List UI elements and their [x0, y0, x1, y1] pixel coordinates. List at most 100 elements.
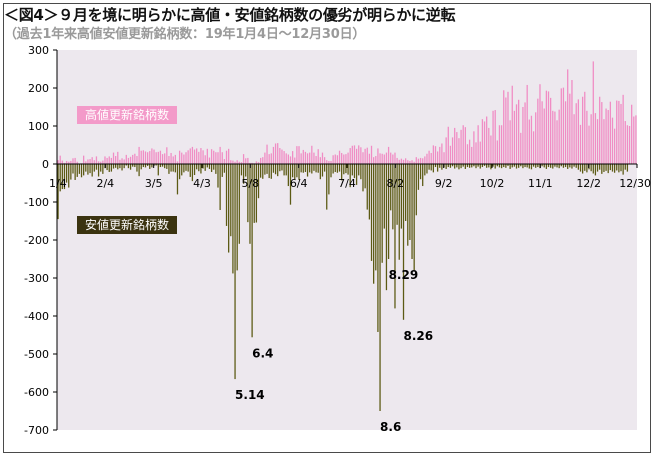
high-bar: [236, 160, 238, 164]
high-bar: [603, 119, 605, 164]
high-bar: [366, 147, 368, 164]
high-bar: [247, 157, 249, 164]
high-bar: [618, 100, 620, 164]
high-bar: [545, 90, 548, 164]
low-bar: [494, 164, 496, 169]
high-bar: [85, 161, 87, 164]
low-bar: [579, 164, 582, 172]
high-bar: [134, 153, 136, 164]
x-tick-label: 8/2: [386, 177, 404, 190]
low-bar: [407, 164, 409, 246]
high-bar: [430, 152, 432, 164]
high-bar: [61, 160, 63, 164]
low-bar: [515, 164, 518, 169]
high-bar: [289, 156, 292, 164]
high-bar: [428, 150, 430, 164]
low-bar: [355, 164, 358, 185]
high-bar: [417, 158, 420, 164]
low-bar: [473, 164, 475, 167]
low-bar: [283, 164, 285, 176]
low-bar: [89, 164, 91, 174]
high-bar: [272, 146, 275, 164]
high-bar: [616, 100, 618, 164]
low-bar: [552, 164, 554, 169]
low-bar: [309, 164, 311, 173]
low-bar: [236, 164, 238, 271]
low-bar: [249, 164, 251, 244]
high-bar: [349, 148, 351, 164]
low-bar: [462, 164, 464, 167]
high-bar: [556, 120, 558, 164]
low-bar: [260, 164, 262, 178]
low-bar: [319, 164, 321, 180]
high-bar: [168, 156, 170, 164]
high-bar: [208, 157, 211, 164]
low-bar: [315, 164, 317, 173]
high-bar: [581, 96, 584, 164]
low-bar: [601, 164, 603, 174]
high-bar: [466, 144, 469, 164]
low-bar: [172, 164, 174, 172]
high-bar: [511, 85, 513, 164]
low-bar: [458, 164, 460, 170]
high-bar: [215, 152, 217, 164]
low-bar: [97, 164, 100, 177]
low-bar: [136, 164, 138, 172]
low-bar: [558, 164, 560, 169]
high-bar: [398, 159, 400, 164]
high-bar: [443, 152, 445, 164]
high-bar: [330, 160, 332, 164]
high-bar: [257, 162, 260, 164]
low-bar: [498, 164, 501, 168]
low-bar: [170, 164, 172, 172]
low-bar: [464, 164, 466, 169]
low-bar: [567, 164, 569, 169]
high-bar: [181, 152, 183, 164]
low-bar: [424, 164, 426, 176]
low-bar: [134, 164, 136, 168]
x-tick-label: 10/2: [480, 177, 505, 190]
low-bar: [253, 164, 255, 223]
low-bar: [206, 164, 208, 168]
low-bar: [503, 164, 505, 168]
high-bar: [204, 155, 206, 164]
low-bar: [74, 164, 76, 180]
high-bar: [524, 102, 526, 164]
x-tick-label: 6/4: [290, 177, 308, 190]
low-bar: [262, 164, 264, 179]
high-bar: [496, 140, 498, 164]
high-bar: [238, 161, 240, 164]
y-tick-label: -600: [24, 386, 49, 399]
low-bar: [257, 164, 260, 199]
high-bar: [375, 156, 377, 164]
high-bar: [245, 158, 247, 164]
high-bar: [477, 125, 479, 164]
high-bar: [108, 156, 110, 164]
high-bar: [142, 150, 144, 164]
low-bar: [586, 164, 588, 173]
low-bar: [223, 164, 226, 173]
low-bar: [385, 164, 388, 291]
high-bar: [494, 110, 496, 164]
high-bar: [202, 150, 204, 164]
low-bar: [460, 164, 462, 169]
low-bar: [573, 164, 575, 167]
y-tick-label: 200: [28, 82, 49, 95]
low-bar: [624, 164, 626, 170]
low-bar: [338, 164, 341, 172]
high-bar: [584, 91, 586, 164]
low-bar: [605, 164, 607, 171]
low-bar: [451, 164, 454, 167]
high-bar: [112, 152, 115, 164]
high-bar: [234, 161, 236, 164]
low-bar: [364, 164, 366, 189]
high-bar: [262, 157, 264, 164]
low-bar: [616, 164, 618, 171]
high-bar: [620, 103, 622, 164]
low-bar: [483, 164, 486, 166]
high-bar: [115, 156, 117, 164]
low-bar: [413, 164, 415, 271]
low-bar: [68, 164, 70, 188]
high-bar: [315, 156, 317, 164]
low-bar: [518, 164, 520, 168]
